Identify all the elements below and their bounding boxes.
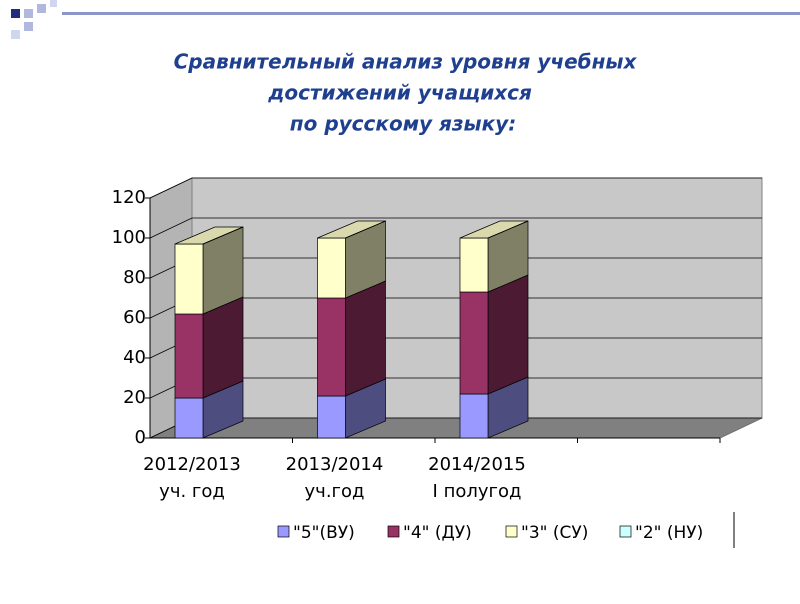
title-line: Сравнительный анализ уровня учебных: [174, 50, 638, 74]
bar: [317, 237, 346, 299]
legend-label: "4" (ДУ): [403, 523, 472, 543]
legend-swatch: [277, 525, 290, 538]
y-tick-label: 120: [112, 187, 146, 208]
bar-side: [345, 220, 386, 239]
legend-label: "2" (НУ): [635, 523, 703, 543]
bar: [459, 291, 489, 395]
x-tick-label: уч.год: [305, 481, 365, 502]
y-tick-label: 40: [123, 347, 146, 368]
x-tick-label: 2014/2015: [428, 454, 526, 475]
chart-title: Сравнительный анализ уровня учебных дост…: [174, 50, 638, 136]
legend-label: "5"(ВУ): [293, 523, 355, 543]
bar-side: [487, 220, 529, 239]
legend-swatch: [619, 525, 632, 538]
title-line: по русскому языку:: [290, 112, 516, 136]
bar-side: [202, 296, 244, 399]
y-tick-label: 0: [135, 427, 146, 448]
x-tick-label: 2012/2013: [143, 454, 241, 475]
y-tick-label: 80: [123, 267, 146, 288]
bar: [459, 237, 489, 293]
bar-side: [345, 280, 386, 397]
grid-line: [149, 177, 762, 199]
bar: [174, 243, 204, 315]
bar: [174, 397, 204, 439]
decor: [11, 0, 800, 39]
bar: [317, 395, 346, 439]
bar: [317, 297, 346, 397]
y-tick-label: 100: [112, 227, 146, 248]
bar-side: [202, 226, 244, 245]
bar: [174, 313, 204, 399]
title-line: достижений учащихся: [267, 81, 532, 105]
x-tick-label: уч. год: [159, 481, 225, 502]
bar: [459, 393, 489, 439]
legend-swatch: [505, 525, 518, 538]
bar-side: [487, 274, 529, 395]
legend-label: "3" (СУ): [521, 523, 588, 543]
y-tick-label: 20: [123, 387, 146, 408]
y-tick-label: 60: [123, 307, 146, 328]
x-tick-label: 2013/2014: [286, 454, 384, 475]
grid-line: [149, 217, 762, 239]
x-tick-label: I полугод: [433, 481, 522, 502]
legend-swatch: [387, 525, 400, 538]
